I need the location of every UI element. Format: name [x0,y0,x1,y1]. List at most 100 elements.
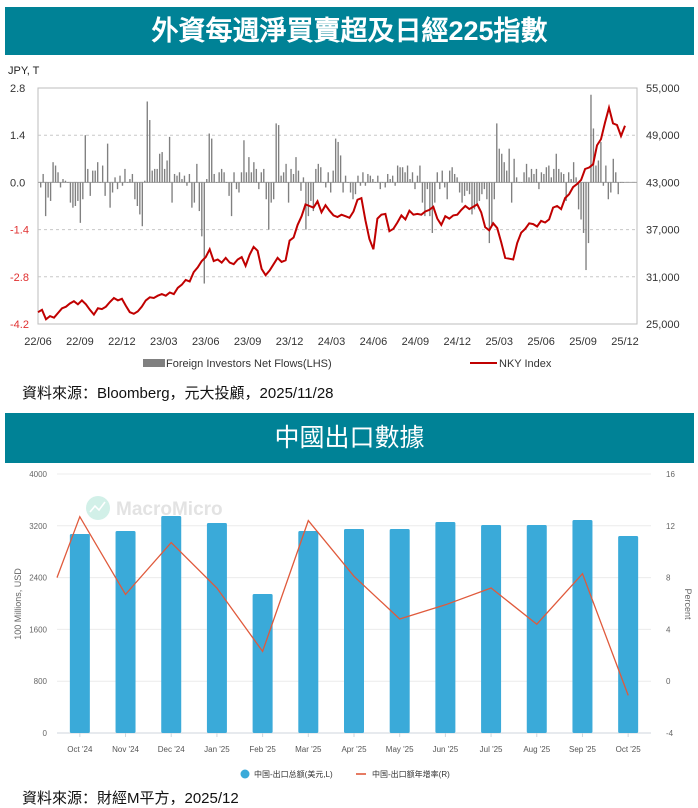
flow-bar [109,182,111,208]
flow-bar [607,182,610,200]
x-tick-label: 23/06 [192,336,220,348]
chart1-source: 資料來源：Bloomberg，元大投顧，2025/11/28 [22,385,334,402]
x-tick-label: 23/03 [150,336,178,348]
flow-bar [258,182,260,190]
flow-bar [575,177,577,183]
flow-bar [176,175,178,183]
flow-bar [543,173,545,183]
x-tick-label: Oct '24 [67,745,93,754]
export-bar [161,516,182,733]
flow-bar [600,141,602,183]
x-tick-label: 25/09 [569,336,597,348]
flow-bar [439,182,441,190]
export-yoy-line [56,515,629,696]
flow-bar [580,182,582,220]
flow-bar [622,182,624,183]
flow-bar [77,182,79,201]
flow-bar [238,182,240,193]
flow-bar [384,182,386,188]
flow-bar [79,182,82,223]
flow-bar [597,160,600,183]
legend-bar-label: Foreign Investors Net Flows(LHS) [166,358,332,370]
flow-bar [558,168,560,183]
right-tick-label: 12 [666,522,675,531]
flow-bar [592,128,595,183]
flow-bar [349,182,352,193]
flow-bar [426,182,429,190]
flow-bar [391,175,394,183]
flow-bar [414,182,416,190]
flow-bar [203,182,205,284]
flow-bar [302,177,305,183]
flow-bar [449,170,451,183]
flow-bar [265,182,267,200]
flow-bar [57,172,59,183]
flow-bar [508,148,510,183]
flow-bar [196,163,198,183]
left-tick-label: -1.4 [10,225,29,237]
flow-bar [171,182,173,203]
right-tick-label: -4 [666,729,674,738]
flow-bar [277,125,280,183]
flow-bar [362,172,364,183]
x-tick-label: 22/06 [24,336,52,348]
x-tick-label: 25/03 [485,336,513,348]
flow-bar [612,158,614,183]
flow-bar [451,167,453,183]
flow-bar [560,172,562,183]
china-exports-chart: 4000 3200 2400 1600 800 0 16 12 8 4 0 -4 100 Million… [13,470,693,779]
x-tick-label: 23/12 [276,336,304,348]
flow-bar [290,168,292,183]
flow-bar [156,168,158,183]
flow-bar [320,167,322,183]
flow-bar [131,173,134,183]
flow-bar [379,182,381,190]
flow-bar [163,168,166,183]
flow-bar [111,182,114,193]
left-tick-label: 3200 [29,522,47,531]
flow-bar [446,182,448,200]
flow-bar [250,172,253,183]
x-tick-label: Apr '25 [341,745,367,754]
flow-bar [161,152,163,183]
flow-bar [515,177,518,183]
flow-bar [513,158,515,183]
x-tick-label: Nov '24 [112,745,139,754]
flow-bar [357,175,359,183]
flow-bar [270,182,272,203]
left-tick-label: -2.8 [10,272,29,284]
flow-bar [416,175,419,183]
right-axis-title: Percent [683,588,693,620]
flow-bar [486,182,488,200]
flow-bar [173,173,176,183]
flow-bar [518,182,520,183]
flow-bar [218,172,220,183]
flow-bar [404,172,406,183]
flow-bar [334,138,337,183]
left-tick-label: 4000 [29,470,47,479]
flow-bar [158,153,161,183]
flow-bar [243,140,245,183]
flow-bar [553,168,555,183]
flow-bar [220,168,223,183]
flow-bar [399,167,401,183]
x-tick-label: 22/12 [108,336,136,348]
right-tick-label: 43,000 [646,177,680,189]
right-tick-label: 8 [666,574,671,583]
flow-bar [503,162,505,183]
x-tick-label: 25/06 [527,336,555,348]
flow-bar [617,182,619,195]
flow-bar [315,168,317,183]
x-tick-label: 24/03 [318,336,346,348]
flow-bar [62,179,64,183]
x-tick-label: Mar '25 [295,745,322,754]
left-tick-label: 2.8 [10,83,25,95]
flow-bar [225,182,228,183]
flow-bar [49,182,52,201]
flow-bar [191,182,193,208]
chart2-title: 中國出口數據 [274,424,425,452]
flow-bar [411,172,414,183]
flow-bar [394,182,396,186]
flow-bar [92,170,94,183]
flow-bar [126,182,129,183]
